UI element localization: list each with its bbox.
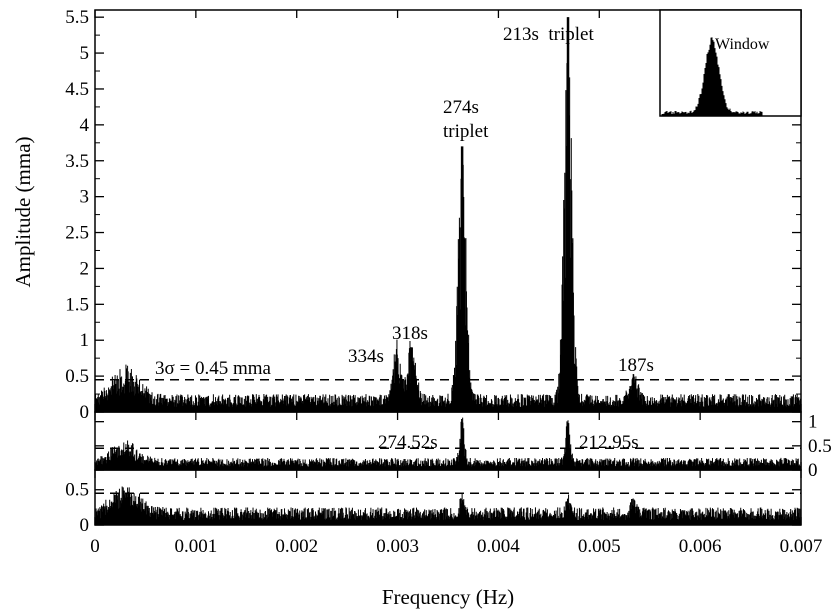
y-tick-label-p1: 2.5 [65, 223, 89, 244]
y-tick-label-p1: 3.5 [65, 151, 89, 172]
peak-label-274s: 274s triplet [443, 97, 489, 142]
x-tick-label: 0 [90, 536, 100, 557]
inset-label: Window [715, 36, 770, 53]
x-axis-label: Frequency (Hz) [382, 585, 514, 609]
y-tick-label-p1: 4.5 [65, 79, 89, 100]
window-inset: Window [659, 9, 802, 117]
x-tick-label: 0.001 [174, 536, 217, 557]
y-tick-label-p1: 3 [80, 187, 90, 208]
y-tick-label-p2: 1 [808, 412, 818, 433]
tick-label-layer: 0 0.5 1 1.5 2 2.5 3 3.5 4 4.5 5 5.5 0 0.5 1 0 0.5 0 0.001 0… [65, 7, 832, 557]
peak-label-334s: 334s [348, 346, 384, 367]
y-tick-label-p2: 0 [808, 460, 818, 481]
spectrum-panel-2 [94, 417, 802, 470]
x-tick-label: 0.004 [477, 536, 520, 557]
peak-label-187s: 187s [618, 355, 654, 376]
peak-label-274s-line1: 274s [443, 97, 479, 118]
threshold-layer [95, 378, 801, 495]
y-tick-label-p1: 0.5 [65, 366, 89, 387]
y-axis-label: Amplitude (mma) [11, 136, 35, 287]
y-tick-label-p1: 1.5 [65, 294, 89, 315]
x-tick-label: 0.005 [578, 536, 621, 557]
threshold-annotation: 3σ = 0.45 mma [155, 358, 272, 379]
y-tick-label-p1: 2 [80, 258, 90, 279]
x-tick-label: 0.007 [780, 536, 823, 557]
y-tick-label-p3: 0.5 [65, 480, 89, 501]
y-tick-label-p1: 1 [80, 330, 90, 351]
y-tick-label-p2: 0.5 [808, 436, 832, 457]
spectra-layer [94, 17, 802, 525]
peak-label-318s: 318s [392, 323, 428, 344]
peak-label-213s: 213s triplet [503, 24, 594, 45]
x-tick-label: 0.006 [679, 536, 722, 557]
x-tick-label: 0.002 [275, 536, 318, 557]
peak-label-274-52s: 274.52s [378, 432, 438, 453]
spectrum-panel-3 [94, 486, 802, 525]
y-tick-label-p3: 0 [80, 515, 90, 536]
peak-label-212-95s: 212.95s [579, 432, 639, 453]
y-tick-label-p1: 0 [80, 402, 90, 423]
y-tick-label-p1: 4 [80, 115, 90, 136]
y-tick-label-p1: 5 [80, 43, 90, 64]
y-tick-label-p1: 5.5 [65, 7, 89, 28]
peak-label-274s-line2: triplet [443, 121, 489, 142]
tick-layer [94, 10, 802, 526]
x-tick-label: 0.003 [376, 536, 419, 557]
